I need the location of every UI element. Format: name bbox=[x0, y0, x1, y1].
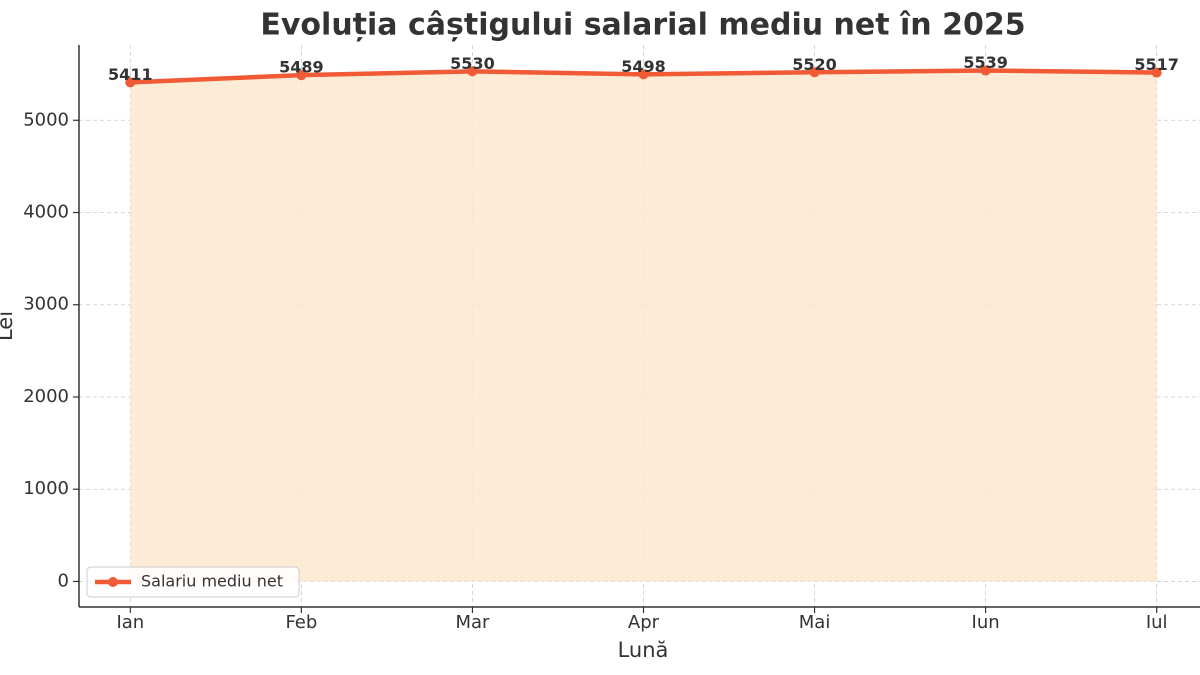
data-label: 5411 bbox=[108, 65, 153, 84]
marker bbox=[467, 66, 478, 77]
y-tick-label: 5000 bbox=[23, 109, 69, 130]
x-tick-label: Apr bbox=[628, 612, 660, 633]
marker bbox=[296, 70, 307, 81]
marker bbox=[638, 69, 649, 80]
legend: Salariu mediu net bbox=[86, 566, 300, 598]
data-label: 5530 bbox=[450, 54, 495, 73]
legend-marker bbox=[108, 577, 118, 587]
data-label: 5498 bbox=[621, 57, 666, 76]
data-label: 5520 bbox=[792, 55, 837, 74]
marker bbox=[125, 77, 136, 88]
x-tick-label: Mai bbox=[799, 612, 831, 633]
chart-title: Evoluția câștigului salarial mediu net î… bbox=[260, 8, 1025, 43]
marker bbox=[809, 67, 820, 78]
x-tick-label: Feb bbox=[285, 612, 317, 633]
area bbox=[130, 70, 1157, 582]
x-tick-label: Mar bbox=[455, 612, 490, 633]
legend-label: Salariu mediu net bbox=[141, 572, 283, 591]
x-axis-label: Lună bbox=[618, 638, 669, 662]
y-tick-label: 3000 bbox=[23, 294, 69, 315]
x-tick-label: Ian bbox=[116, 612, 144, 633]
y-tick-label: 2000 bbox=[23, 386, 69, 407]
data-label: 5489 bbox=[279, 58, 324, 77]
marker bbox=[980, 65, 991, 76]
y-axis-label: Lei bbox=[0, 311, 17, 341]
data-label: 5539 bbox=[963, 53, 1008, 72]
data-label: 5517 bbox=[1134, 55, 1179, 74]
marker bbox=[1151, 67, 1162, 78]
y-tick-label: 4000 bbox=[23, 202, 69, 223]
legend-box bbox=[86, 566, 300, 598]
x-tick-label: Iul bbox=[1146, 612, 1168, 633]
y-tick-label: 1000 bbox=[23, 478, 69, 499]
y-tick-label: 0 bbox=[58, 570, 69, 591]
x-tick-label: Iun bbox=[972, 612, 1000, 633]
